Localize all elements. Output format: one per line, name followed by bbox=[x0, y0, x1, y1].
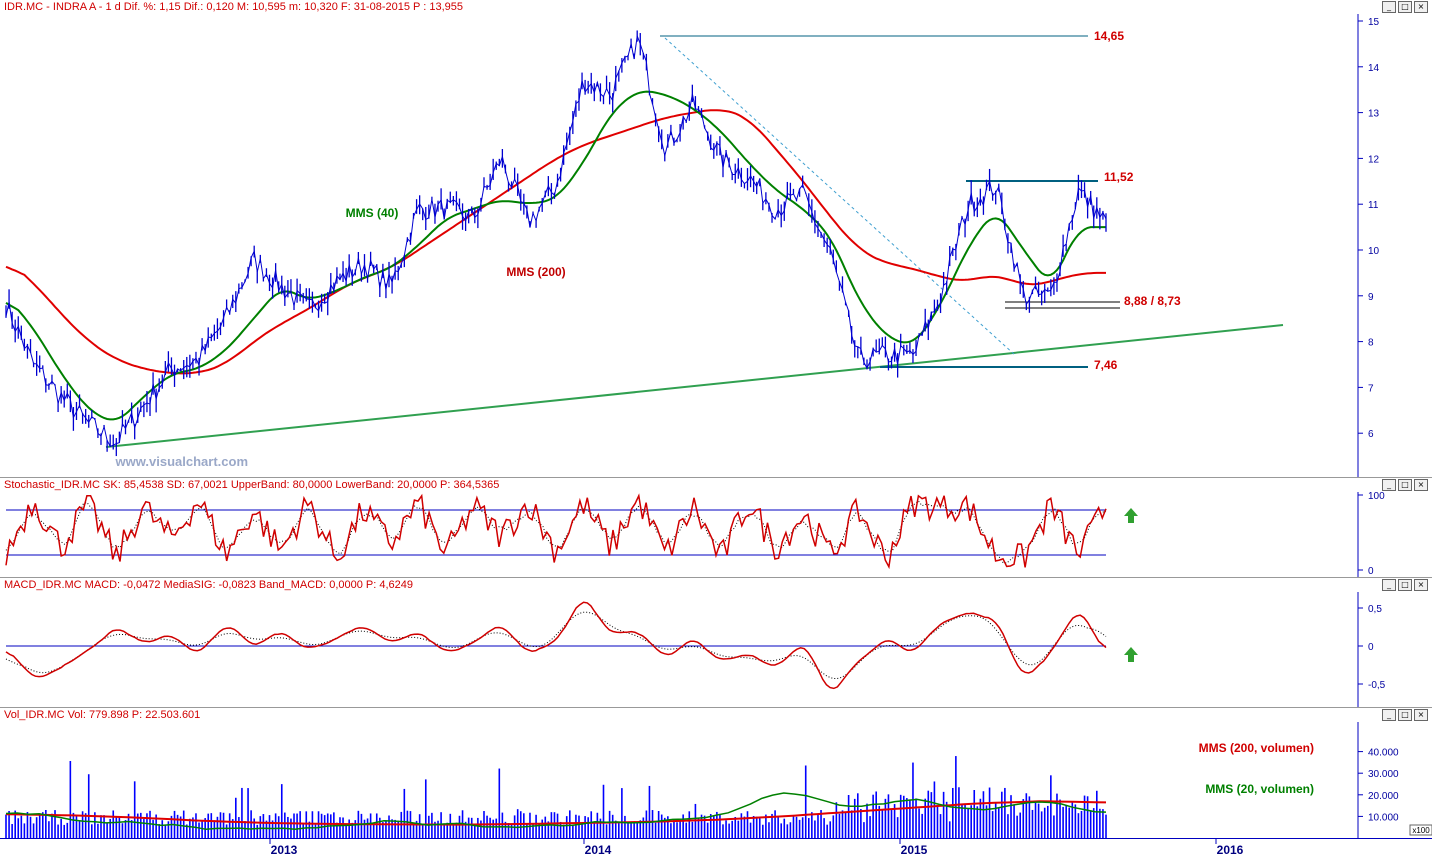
separator bbox=[0, 577, 1432, 578]
separator bbox=[0, 707, 1432, 708]
volume-pane-title: Vol_IDR.MC Vol: 779.898 P: 22.503.601 bbox=[4, 709, 201, 721]
minimize-button[interactable]: _ bbox=[1382, 1, 1396, 13]
macd-up-arrow bbox=[1124, 647, 1138, 662]
macd-line bbox=[5, 601, 1107, 690]
level-1465-label: 14,65 bbox=[1094, 29, 1124, 43]
stochastic-pane[interactable]: Stochastic_IDR.MC SK: 85,4538 SD: 67,002… bbox=[0, 478, 1432, 578]
price-y-tick-label: 14 bbox=[1368, 63, 1380, 74]
price-title-extra: P : 13,955 bbox=[413, 1, 463, 13]
stochastic-pane-title: Stochastic_IDR.MC SK: 85,4538 SD: 67,002… bbox=[4, 479, 500, 491]
x-axis-label: 2015 bbox=[901, 843, 928, 857]
price-y-tick-label: 13 bbox=[1368, 109, 1380, 120]
mms40-label: MMS (40) bbox=[346, 206, 399, 220]
volume-mms200-line bbox=[5, 800, 1107, 826]
macd-window-buttons: _ □ × bbox=[1382, 579, 1428, 591]
close-button[interactable]: × bbox=[1414, 709, 1428, 721]
price-y-tick-label: 10 bbox=[1368, 246, 1380, 257]
close-button[interactable]: × bbox=[1414, 1, 1428, 13]
volume-mms20-line bbox=[5, 792, 1107, 831]
volume-pane[interactable]: Vol_IDR.MC Vol: 779.898 P: 22.503.601 _ … bbox=[0, 708, 1432, 838]
price-pane-title: IDR.MC - INDRA A - 1 d Dif. %: 1,15 Dif.… bbox=[4, 1, 463, 13]
price-line bbox=[5, 35, 1107, 448]
level-1152-label: 11,52 bbox=[1104, 170, 1134, 184]
price-y-tick-label: 6 bbox=[1368, 429, 1374, 440]
maximize-button[interactable]: □ bbox=[1398, 579, 1412, 591]
stoch-up-arrow bbox=[1124, 508, 1138, 523]
price-y-tick-label: 12 bbox=[1368, 154, 1380, 165]
stochastic-chart: 100 0 bbox=[5, 491, 1385, 578]
level-888-label: 8,88 / 8,73 bbox=[1124, 294, 1181, 308]
x-axis: 2013 2014 2015 2016 bbox=[0, 838, 1432, 858]
stoch-sd-line bbox=[5, 500, 1107, 564]
stoch-sk-line bbox=[5, 493, 1107, 570]
close-button[interactable]: × bbox=[1414, 479, 1428, 491]
volume-window-buttons: _ □ × bbox=[1382, 709, 1428, 721]
macd-pane-title: MACD_IDR.MC MACD: -0,0472 MediaSIG: -0,0… bbox=[4, 579, 414, 591]
x-axis-label: 2014 bbox=[585, 843, 612, 857]
price-window-buttons: _ □ × bbox=[1382, 1, 1428, 13]
mms200v-label: MMS (200, volumen) bbox=[1199, 741, 1314, 755]
macd-chart: 0,5 0 -0,5 bbox=[5, 592, 1386, 708]
mms200-line bbox=[5, 109, 1106, 375]
minimize-button[interactable]: _ bbox=[1382, 479, 1396, 491]
stoch-y-tick-label: 100 bbox=[1368, 491, 1385, 502]
watermark: www.visualchart.com bbox=[115, 454, 248, 469]
price-y-tick-label: 11 bbox=[1368, 200, 1379, 211]
macd-y-tick-label: -0,5 bbox=[1368, 680, 1386, 691]
volume-y-tick-label: 20.000 bbox=[1368, 791, 1399, 802]
close-button[interactable]: × bbox=[1414, 579, 1428, 591]
x-axis-label: 2016 bbox=[1217, 843, 1244, 857]
stoch-y-tick-label: 0 bbox=[1368, 566, 1374, 577]
price-title-text: IDR.MC - INDRA A - 1 d Dif. %: 1,15 Dif.… bbox=[4, 1, 410, 13]
x-axis-svg: 2013 2014 2015 2016 bbox=[269, 839, 1244, 857]
downtrend-line bbox=[664, 37, 1016, 356]
maximize-button[interactable]: □ bbox=[1398, 1, 1412, 13]
price-y-tick-label: 9 bbox=[1368, 292, 1374, 303]
long-uptrend-line bbox=[105, 324, 1284, 448]
volume-y-tick-label: 30.000 bbox=[1368, 769, 1399, 780]
scale-badge: x100 bbox=[1412, 826, 1430, 835]
separator bbox=[0, 477, 1432, 478]
volume-y-tick-label: 10.000 bbox=[1368, 812, 1399, 823]
price-chart: www.visualchart.com MMS (40) MMS (200) 1… bbox=[5, 14, 1380, 478]
scale-badge-box bbox=[1409, 824, 1432, 836]
macd-signal-line bbox=[5, 611, 1107, 679]
volume-chart: MMS (200, volumen) MMS (20, volumen) x10… bbox=[5, 722, 1432, 838]
mms200-label: MMS (200) bbox=[506, 265, 565, 279]
mms20v-label: MMS (20, volumen) bbox=[1205, 782, 1314, 796]
minimize-button[interactable]: _ bbox=[1382, 579, 1396, 591]
maximize-button[interactable]: □ bbox=[1398, 709, 1412, 721]
macd-y-tick-label: 0 bbox=[1368, 642, 1374, 653]
level-746-label: 7,46 bbox=[1094, 358, 1118, 372]
price-y-tick-label: 15 bbox=[1368, 17, 1380, 28]
minimize-button[interactable]: _ bbox=[1382, 709, 1396, 721]
stochastic-window-buttons: _ □ × bbox=[1382, 479, 1428, 491]
x-axis-label: 2013 bbox=[271, 843, 298, 857]
maximize-button[interactable]: □ bbox=[1398, 479, 1412, 491]
macd-y-tick-label: 0,5 bbox=[1368, 604, 1382, 615]
price-y-tick-label: 8 bbox=[1368, 338, 1374, 349]
macd-pane[interactable]: MACD_IDR.MC MACD: -0,0472 MediaSIG: -0,0… bbox=[0, 578, 1432, 708]
price-y-tick-label: 7 bbox=[1368, 383, 1374, 394]
price-pane[interactable]: IDR.MC - INDRA A - 1 d Dif. %: 1,15 Dif.… bbox=[0, 0, 1432, 478]
volume-y-tick-label: 40.000 bbox=[1368, 748, 1399, 759]
